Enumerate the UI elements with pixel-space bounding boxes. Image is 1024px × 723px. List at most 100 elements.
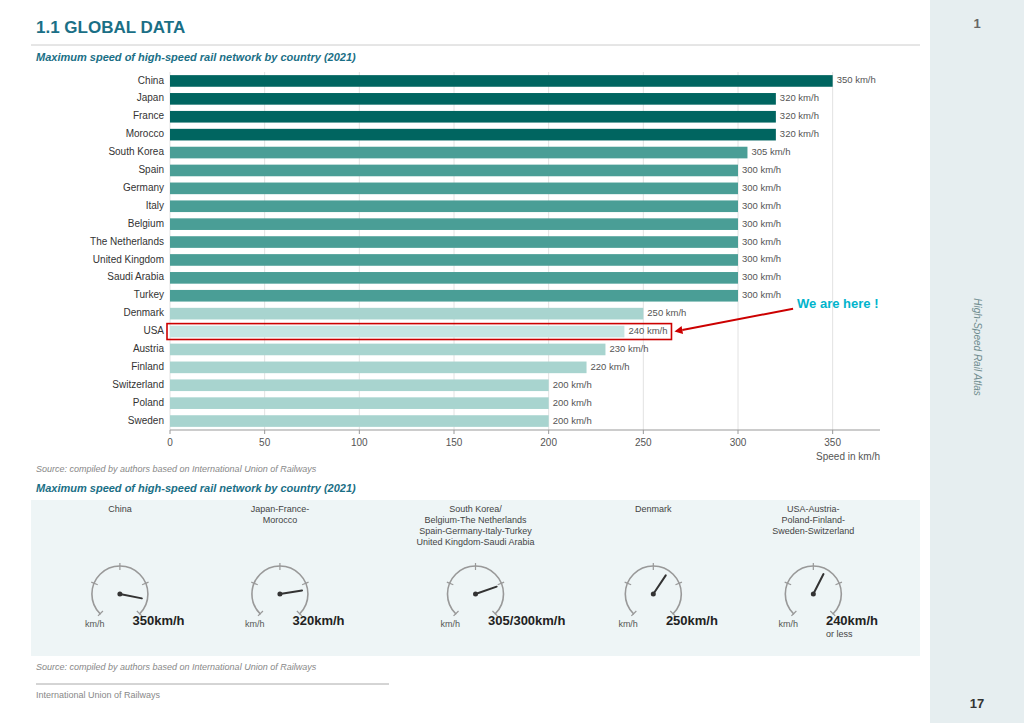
gauge-needle — [476, 587, 497, 594]
gauge-needle — [280, 590, 302, 594]
tick-label: 150 — [446, 437, 463, 448]
gauge-arc — [92, 566, 148, 614]
page-number: 17 — [970, 696, 984, 711]
text-line: Poland-Finland- — [782, 515, 846, 525]
y-axis: ChinaJapanFranceMoroccoSouth KoreaSpainG… — [90, 75, 165, 426]
gauge-needle — [120, 594, 142, 598]
data-label: 320 km/h — [780, 110, 819, 121]
category-label: Italy — [146, 200, 164, 211]
gauge-tick — [98, 611, 103, 616]
data-label: 220 km/h — [591, 361, 630, 372]
gauge-tick — [475, 563, 476, 570]
gauge-value: 320km/h — [293, 613, 345, 628]
gauge-unit: km/h — [441, 619, 461, 629]
tick-mark — [170, 430, 171, 434]
page-heading: 1.1 GLOBAL DATA — [36, 18, 185, 37]
gauge-label: China — [108, 504, 132, 514]
gauge-tick — [625, 582, 631, 585]
data-label: 200 km/h — [553, 415, 592, 426]
bars — [170, 75, 833, 427]
tick-mark — [738, 430, 739, 434]
text-line: 240km/h — [826, 613, 878, 628]
category-label: The Netherlands — [90, 236, 164, 247]
gauge-panel — [31, 500, 920, 656]
data-label: 300 km/h — [742, 182, 781, 193]
gauge-label: Japan-France-Morocco — [251, 504, 310, 525]
gauge-value: 250km/h — [666, 613, 718, 628]
gauge-tick — [119, 563, 120, 570]
data-label: 240 km/h — [628, 325, 667, 336]
tick-label: 50 — [259, 437, 271, 448]
bar — [170, 183, 738, 195]
text-line: Spain-Germany-Italy-Turkey — [419, 526, 532, 536]
bar — [170, 415, 549, 427]
category-label: Spain — [138, 164, 164, 175]
page: 1High-Speed Rail Atlas171.1 GLOBAL DATAM… — [0, 0, 1024, 723]
bar — [170, 254, 738, 266]
grid-line — [264, 72, 265, 430]
source-note: Source: compiled by authors based on Int… — [36, 464, 317, 474]
text-line: or less — [826, 629, 853, 639]
category-label: Turkey — [134, 289, 164, 300]
tab-label: 1 — [973, 16, 980, 31]
category-label: South Korea — [108, 146, 164, 157]
tick-label: 200 — [540, 437, 557, 448]
highlight-box — [167, 324, 671, 340]
gauge-tick — [498, 582, 504, 585]
tick-mark — [264, 430, 265, 434]
gauge-label: South Korea/Belgium-The NetherlandsSpain… — [416, 504, 534, 547]
grid-line — [643, 72, 644, 430]
annotation: We are here ! — [797, 296, 878, 311]
category-label: USA — [143, 325, 164, 336]
tick-label: 250 — [635, 437, 652, 448]
bar — [170, 165, 738, 177]
gauge: USA-Austria-Poland-Finland-Sweden-Switze… — [772, 504, 878, 639]
gauge-arc — [252, 566, 308, 614]
bar — [170, 218, 738, 230]
gauge-tick — [91, 582, 97, 585]
tick-mark — [454, 430, 455, 434]
gauge-value: 305/300km/h — [488, 613, 565, 628]
gauge-unit: km/h — [778, 619, 798, 629]
text-line: 320km/h — [293, 613, 345, 628]
gauge: South Korea/Belgium-The NetherlandsSpain… — [416, 504, 565, 629]
data-label: 320 km/h — [780, 92, 819, 103]
text-line: Japan-France- — [251, 504, 310, 514]
data-label: 200 km/h — [553, 397, 592, 408]
bar — [170, 272, 738, 284]
gauge-tick — [258, 611, 263, 616]
axis-line — [170, 430, 880, 431]
category-label: Morocco — [126, 128, 165, 139]
tick-mark — [832, 430, 833, 434]
category-label: Saudi Arabia — [107, 271, 164, 282]
gauge-hub — [811, 592, 816, 597]
gauge-unit: km/h — [85, 619, 105, 629]
gauge: Denmarkkm/h250km/h — [618, 504, 718, 629]
footer: International Union of Railways — [36, 690, 161, 700]
gauge-tick — [251, 582, 257, 585]
data-label: 305 km/h — [751, 146, 790, 157]
bar — [170, 200, 738, 212]
gauge-hub — [473, 592, 478, 597]
gauge-tick — [447, 582, 453, 585]
heading-rule — [31, 45, 920, 46]
gauge-value: 240km/hor less — [826, 613, 878, 639]
tick-label: 100 — [351, 437, 368, 448]
gauge-tick — [631, 611, 636, 616]
tick-mark — [643, 430, 644, 434]
page-background — [0, 0, 1024, 723]
data-label: 200 km/h — [553, 379, 592, 390]
gauge-arc — [448, 566, 504, 614]
gauge-tick — [302, 582, 308, 585]
data-label: 300 km/h — [742, 164, 781, 175]
gauge-unit: km/h — [245, 619, 265, 629]
x-axis: 050100150200250300350 — [167, 430, 880, 448]
category-label: Belgium — [128, 218, 164, 229]
footer-rule — [36, 684, 389, 685]
gauge-unit: km/h — [618, 619, 638, 629]
bar — [170, 111, 776, 123]
bar — [170, 308, 643, 320]
text-line: Sweden-Switzerland — [772, 526, 854, 536]
gauge-label: USA-Austria-Poland-Finland-Sweden-Switze… — [772, 504, 854, 536]
gauge-value: 350km/h — [133, 613, 185, 628]
